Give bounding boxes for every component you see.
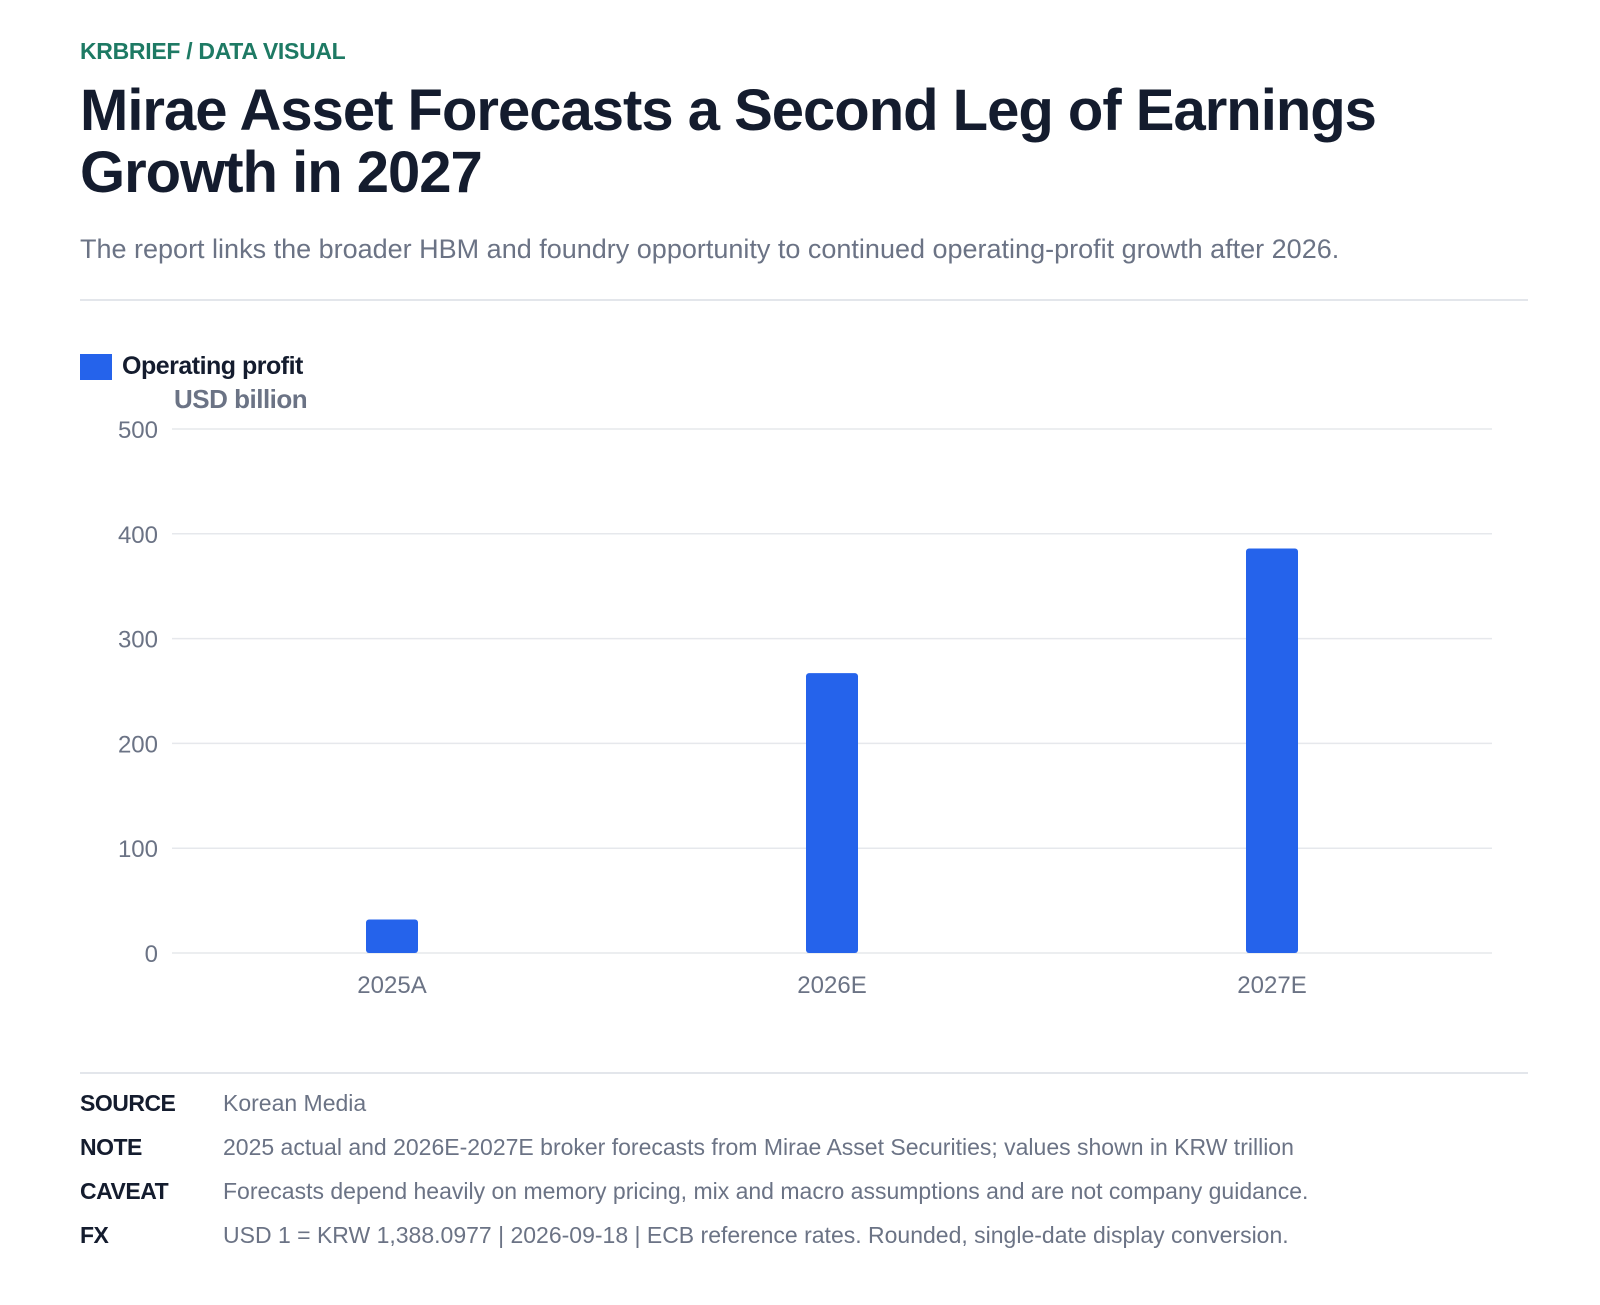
page-title: Mirae Asset Forecasts a Second Leg of Ea… bbox=[80, 78, 1377, 205]
bar-2025a bbox=[366, 919, 418, 953]
legend-label: Operating profit bbox=[122, 352, 303, 380]
page-subtitle: The report links the broader HBM and fou… bbox=[80, 234, 1340, 264]
footer-key: NOTE bbox=[80, 1134, 142, 1160]
bottom-divider bbox=[80, 1072, 1528, 1074]
y-tick-label: 200 bbox=[118, 731, 158, 758]
x-tick-label: 2027E bbox=[1237, 972, 1306, 999]
footer-value: 2025 actual and 2026E-2027E broker forec… bbox=[223, 1134, 1294, 1160]
footer-value: Forecasts depend heavily on memory prici… bbox=[223, 1178, 1309, 1204]
y-tick-label: 0 bbox=[145, 941, 158, 968]
footer-key: CAVEAT bbox=[80, 1178, 169, 1204]
footer-key: SOURCE bbox=[80, 1090, 176, 1116]
bar-2027e bbox=[1246, 548, 1298, 953]
footer-value: USD 1 = KRW 1,388.0977 | 2026-09-18 | EC… bbox=[223, 1222, 1289, 1248]
footer-value: Korean Media bbox=[223, 1090, 367, 1116]
y-tick-label: 400 bbox=[118, 522, 158, 549]
top-divider bbox=[80, 299, 1528, 301]
legend: Operating profit bbox=[80, 352, 303, 381]
y-tick-label: 300 bbox=[118, 627, 158, 654]
y-tick-label: 500 bbox=[118, 417, 158, 444]
footer-row-source: SOURCE Korean Media bbox=[80, 1090, 1528, 1120]
bar-chart: 0 100 200 300 400 500 2025A 2026E 2027E bbox=[118, 417, 1492, 999]
footer-row-caveat: CAVEAT Forecasts depend heavily on memor… bbox=[80, 1178, 1528, 1208]
footer-key: FX bbox=[80, 1222, 109, 1248]
y-tick-label: 100 bbox=[118, 836, 158, 863]
x-tick-label: 2026E bbox=[797, 972, 866, 999]
x-tick-label: 2025A bbox=[357, 972, 426, 999]
kicker: KRBRIEF / DATA VISUAL bbox=[80, 38, 346, 64]
bar-2026e bbox=[806, 673, 858, 953]
legend-swatch bbox=[80, 353, 112, 380]
footer-row-note: NOTE 2025 actual and 2026E-2027E broker … bbox=[80, 1134, 1528, 1164]
y-axis-unit: USD billion bbox=[174, 384, 308, 414]
footer-row-fx: FX USD 1 = KRW 1,388.0977 | 2026-09-18 |… bbox=[80, 1222, 1528, 1252]
